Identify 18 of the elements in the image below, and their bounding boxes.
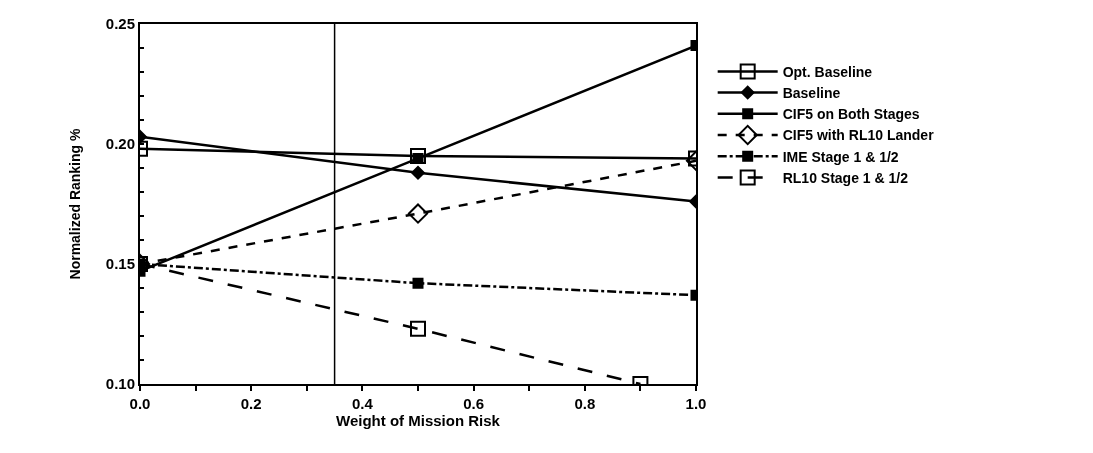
x-tick-label: 0.4 [351, 395, 374, 412]
x-tick-label: 1.0 [685, 395, 707, 412]
x-axis-title: Weight of Mission Risk [336, 412, 501, 429]
x-tick-label: 0.6 [463, 395, 485, 412]
legend-label: CIF5 on Both Stages [782, 106, 920, 123]
y-tick-label: 0.15 [105, 255, 135, 273]
x-tick-label: 0.8 [574, 395, 596, 412]
y-tick-label: 0.25 [105, 15, 135, 33]
legend-label: IME Stage 1 & 1/2 [782, 148, 899, 165]
legend-label: CIF5 with RL10 Lander [782, 127, 935, 144]
y-tick-label: 0.20 [105, 135, 135, 153]
x-tick-label: 0.2 [240, 395, 262, 412]
y-tick-label: 0.10 [105, 375, 135, 393]
legend-label: RL10 Stage 1 & 1/2 [782, 169, 909, 186]
y-axis-title: Normalized Ranking % [66, 127, 83, 280]
legend-label: Baseline [782, 85, 841, 102]
x-tick-label: 0.0 [129, 395, 151, 412]
legend-label: Opt. Baseline [782, 63, 873, 80]
